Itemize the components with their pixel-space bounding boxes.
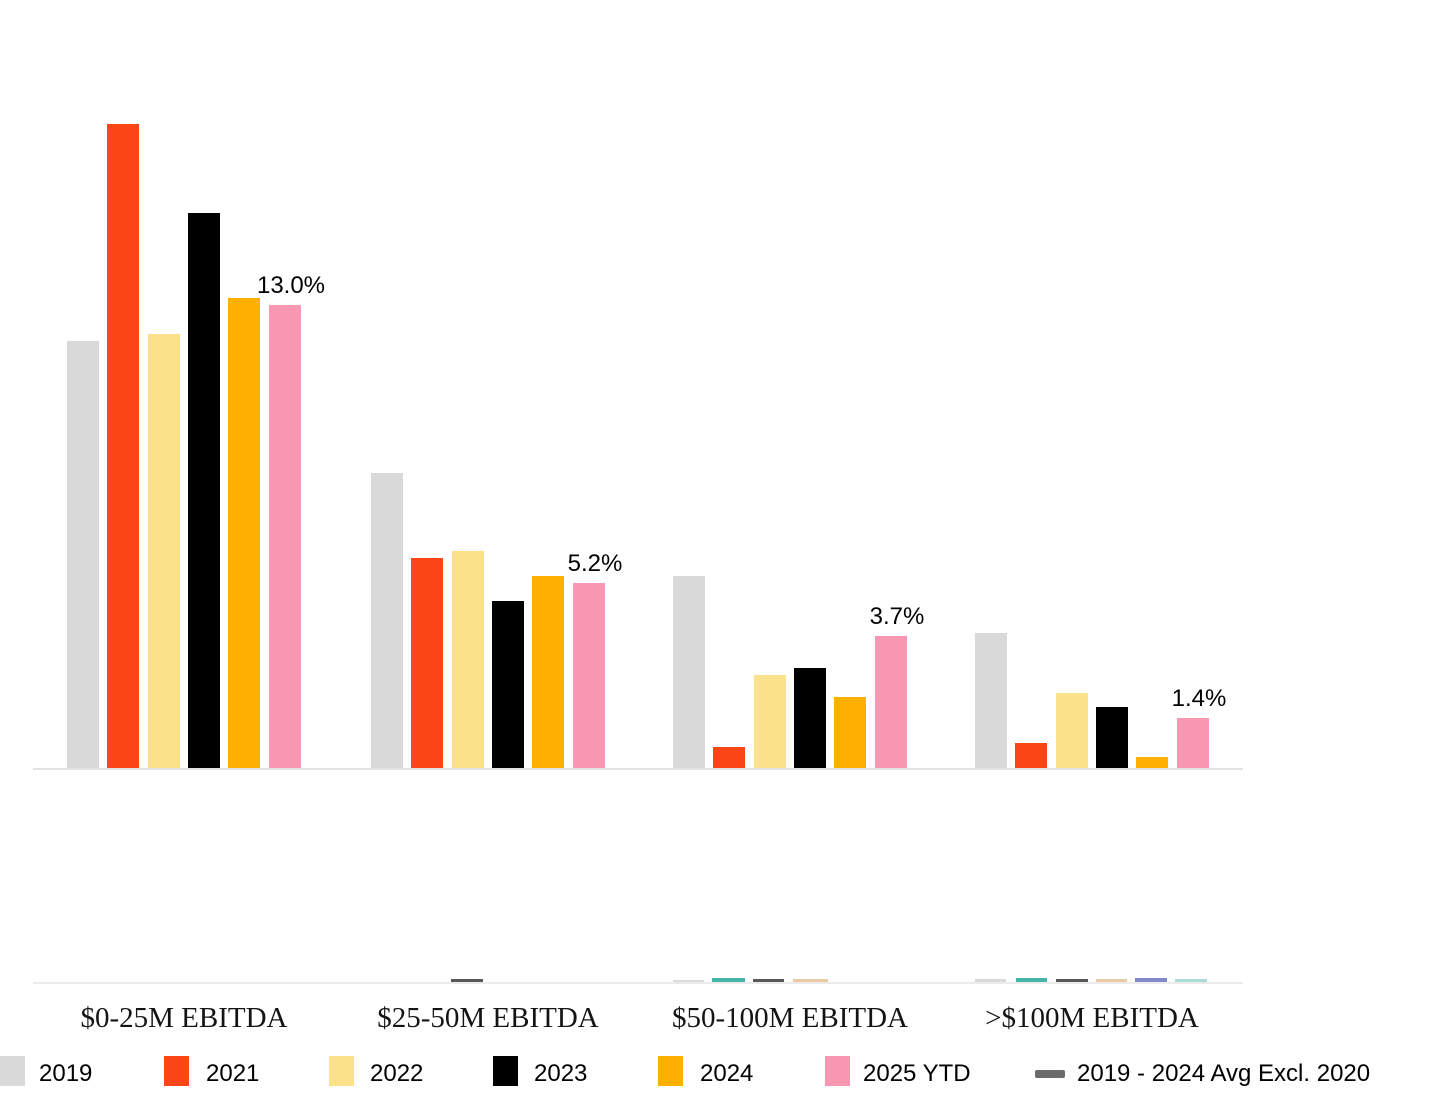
data-label-2025-ytd-$50-100m-ebitda: 3.7% xyxy=(869,603,925,630)
data-label-2025-ytd-$0-25m-ebitda: 13.0% xyxy=(256,272,326,299)
bar-2022-$50-100m-ebitda xyxy=(754,675,786,768)
bar-2023-$25-50m-ebitda xyxy=(492,601,524,768)
mini-mark-2 xyxy=(712,978,745,982)
legend-label-2022: 2022 xyxy=(370,1060,424,1087)
legend-swatch-2024 xyxy=(658,1056,683,1086)
bar-2021-$0-25m-ebitda xyxy=(107,124,139,768)
legend-label-2024: 2024 xyxy=(700,1060,754,1087)
bar-2022-$0-25m-ebitda xyxy=(148,334,180,768)
legend-label-2025-ytd: 2025 YTD xyxy=(863,1060,971,1087)
bar-2024-$50-100m-ebitda xyxy=(834,697,866,768)
bar-2024-$25-50m-ebitda xyxy=(532,576,564,768)
legend-label-2019: 2019 xyxy=(39,1060,93,1087)
bar-2025-ytd-$25-50m-ebitda xyxy=(573,583,605,768)
category-label-$25-50m-ebitda: $25-50M EBITDA xyxy=(377,1002,599,1034)
bar-2023-$50-100m-ebitda xyxy=(794,668,826,768)
legend-label-2023: 2023 xyxy=(534,1060,588,1087)
legend-swatch-2021 xyxy=(164,1056,189,1086)
category-label-$0-25m-ebitda: $0-25M EBITDA xyxy=(80,1002,288,1034)
mini-mark-1 xyxy=(673,980,704,982)
bar-2024-$0-25m-ebitda xyxy=(228,298,260,768)
legend-swatch-2022 xyxy=(329,1056,354,1086)
legend-swatch-2025-ytd xyxy=(825,1056,850,1086)
mini-mark-6 xyxy=(1016,978,1047,982)
bar-2021-$25-50m-ebitda xyxy=(411,558,443,768)
bar-2024->$100m-ebitda xyxy=(1136,757,1168,768)
bar-2025-ytd->$100m-ebitda xyxy=(1177,718,1209,768)
mini-mark-5 xyxy=(975,979,1006,982)
bar-2021->$100m-ebitda xyxy=(1015,743,1047,768)
legend-dash-marker-2019---2024-avg-excl.-2020 xyxy=(1035,1070,1065,1078)
category-label-$50-100m-ebitda: $50-100M EBITDA xyxy=(671,1002,909,1034)
bar-2019-$25-50m-ebitda xyxy=(371,473,403,768)
mini-mark-3 xyxy=(753,979,784,982)
bar-2019-$0-25m-ebitda xyxy=(67,341,99,768)
data-label-2025-ytd->$100m-ebitda: 1.4% xyxy=(1171,685,1227,712)
legend-label-2021: 2021 xyxy=(206,1060,260,1087)
bar-2023-$0-25m-ebitda xyxy=(188,213,220,768)
bar-2021-$50-100m-ebitda xyxy=(713,747,745,768)
x-axis-line xyxy=(33,768,1243,770)
category-label->$100m-ebitda: >$100M EBITDA xyxy=(985,1002,1199,1034)
bar-2025-ytd-$0-25m-ebitda xyxy=(269,305,301,768)
legend-swatch-2019 xyxy=(0,1056,25,1086)
bar-2019-$50-100m-ebitda xyxy=(673,576,705,768)
bar-2025-ytd-$50-100m-ebitda xyxy=(875,636,907,768)
mini-mark-4 xyxy=(793,979,828,982)
legend-swatch-2023 xyxy=(493,1056,518,1086)
legend-label-2019---2024-avg-excl.-2020: 2019 - 2024 Avg Excl. 2020 xyxy=(1077,1060,1371,1087)
bar-2023->$100m-ebitda xyxy=(1096,707,1128,768)
mini-mark-0 xyxy=(451,979,483,982)
data-label-2025-ytd-$25-50m-ebitda: 5.2% xyxy=(567,550,623,577)
mini-mark-7 xyxy=(1056,979,1088,982)
mini-mark-8 xyxy=(1096,979,1127,982)
secondary-axis-line xyxy=(33,982,1243,984)
bar-2022->$100m-ebitda xyxy=(1056,693,1088,768)
mini-mark-9 xyxy=(1135,978,1167,982)
bar-2019->$100m-ebitda xyxy=(975,633,1007,768)
mini-mark-10 xyxy=(1175,979,1207,982)
bar-2022-$25-50m-ebitda xyxy=(452,551,484,768)
